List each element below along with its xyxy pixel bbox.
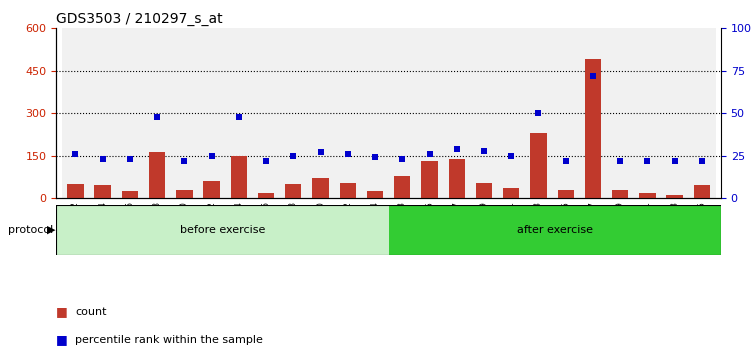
Bar	[225, 28, 252, 198]
Bar	[176, 190, 192, 198]
Bar	[585, 59, 601, 198]
Point	[696, 158, 708, 164]
Point	[587, 73, 599, 79]
Bar	[279, 28, 307, 198]
Point	[614, 158, 626, 164]
Bar	[339, 183, 356, 198]
Bar	[307, 28, 334, 198]
Bar	[170, 28, 198, 198]
Bar	[476, 183, 492, 198]
Bar	[666, 195, 683, 198]
Point	[124, 156, 136, 162]
Bar	[661, 28, 688, 198]
Text: before exercise: before exercise	[179, 225, 265, 235]
Point	[97, 156, 109, 162]
Bar	[149, 152, 165, 198]
Text: count: count	[75, 307, 107, 316]
Bar	[448, 159, 465, 198]
Point	[424, 151, 436, 157]
Bar	[334, 28, 361, 198]
Bar	[394, 176, 411, 198]
Point	[206, 153, 218, 159]
Point	[288, 153, 300, 159]
Point	[397, 156, 409, 162]
Text: protocol: protocol	[8, 225, 53, 235]
Text: ■: ■	[56, 305, 68, 318]
Bar	[416, 28, 443, 198]
Bar	[285, 184, 301, 198]
Bar	[639, 193, 656, 198]
Bar	[312, 178, 329, 198]
Bar	[198, 28, 225, 198]
Bar	[530, 133, 547, 198]
Text: percentile rank within the sample: percentile rank within the sample	[75, 335, 263, 345]
Bar	[143, 28, 170, 198]
Bar	[470, 28, 498, 198]
Bar	[579, 28, 607, 198]
Bar	[361, 28, 389, 198]
Bar	[231, 156, 247, 198]
Point	[505, 153, 517, 159]
Bar	[688, 28, 716, 198]
Text: GDS3503 / 210297_s_at: GDS3503 / 210297_s_at	[56, 12, 223, 27]
Bar	[122, 191, 138, 198]
Point	[178, 158, 190, 164]
Bar	[89, 28, 116, 198]
Point	[641, 158, 653, 164]
Text: after exercise: after exercise	[517, 225, 593, 235]
Text: ▶: ▶	[47, 225, 56, 235]
Point	[315, 149, 327, 155]
Point	[342, 151, 354, 157]
Bar	[694, 185, 710, 198]
Bar	[421, 161, 438, 198]
Bar	[204, 181, 220, 198]
Text: ■: ■	[56, 333, 68, 346]
Bar	[116, 28, 143, 198]
Point	[233, 114, 245, 120]
Bar	[56, 205, 389, 255]
Bar	[95, 185, 111, 198]
Bar	[503, 188, 520, 198]
Bar	[607, 28, 634, 198]
Bar	[62, 28, 89, 198]
Bar	[634, 28, 661, 198]
Point	[559, 158, 572, 164]
Point	[478, 148, 490, 154]
Point	[151, 114, 163, 120]
Point	[260, 158, 272, 164]
Bar	[443, 28, 470, 198]
Point	[668, 158, 680, 164]
Bar	[252, 28, 279, 198]
Point	[369, 155, 381, 160]
Point	[69, 151, 81, 157]
Bar	[498, 28, 525, 198]
Bar	[258, 193, 274, 198]
Point	[532, 110, 544, 116]
Bar	[557, 190, 574, 198]
Bar	[389, 28, 416, 198]
Bar	[68, 184, 83, 198]
Bar	[552, 28, 579, 198]
Point	[451, 146, 463, 152]
Bar	[612, 190, 629, 198]
Bar	[389, 205, 721, 255]
Bar	[525, 28, 552, 198]
Bar	[366, 191, 383, 198]
